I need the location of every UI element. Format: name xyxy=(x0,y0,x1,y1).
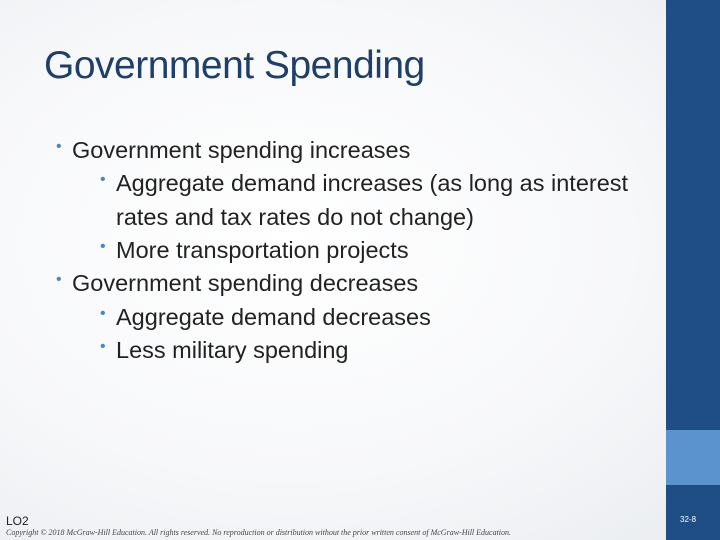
bullet-level1: Government spending decreases xyxy=(50,267,650,300)
bullet-level2: Less military spending xyxy=(50,334,650,367)
bullet-text: Government spending decreases xyxy=(72,270,419,297)
bullet-level1: Government spending increases xyxy=(50,134,650,167)
bullet-text: More transportation projects xyxy=(116,237,409,264)
side-accent-bar-bottom xyxy=(666,485,720,540)
bullet-level2: Aggregate demand decreases xyxy=(50,301,650,334)
learning-objective-label: LO2 xyxy=(6,514,29,528)
side-accent-bar xyxy=(666,0,720,430)
side-accent-block xyxy=(666,430,720,485)
bullet-text: Government spending increases xyxy=(72,137,411,163)
bullet-list: Government spending increases Aggregate … xyxy=(50,134,650,368)
bullet-text: Aggregate demand decreases xyxy=(116,303,431,330)
copyright-notice: Copyright © 2018 McGraw-Hill Education. … xyxy=(6,528,512,537)
bullet-text: Aggregate demand increases (as long as i… xyxy=(116,170,629,230)
bullet-text: Less military spending xyxy=(116,337,349,364)
slide-title: Government Spending xyxy=(44,44,425,87)
slide-number: 32-8 xyxy=(680,515,697,524)
bullet-level2: Aggregate demand increases (as long as i… xyxy=(50,167,650,234)
bullet-level2: More transportation projects xyxy=(50,234,650,267)
